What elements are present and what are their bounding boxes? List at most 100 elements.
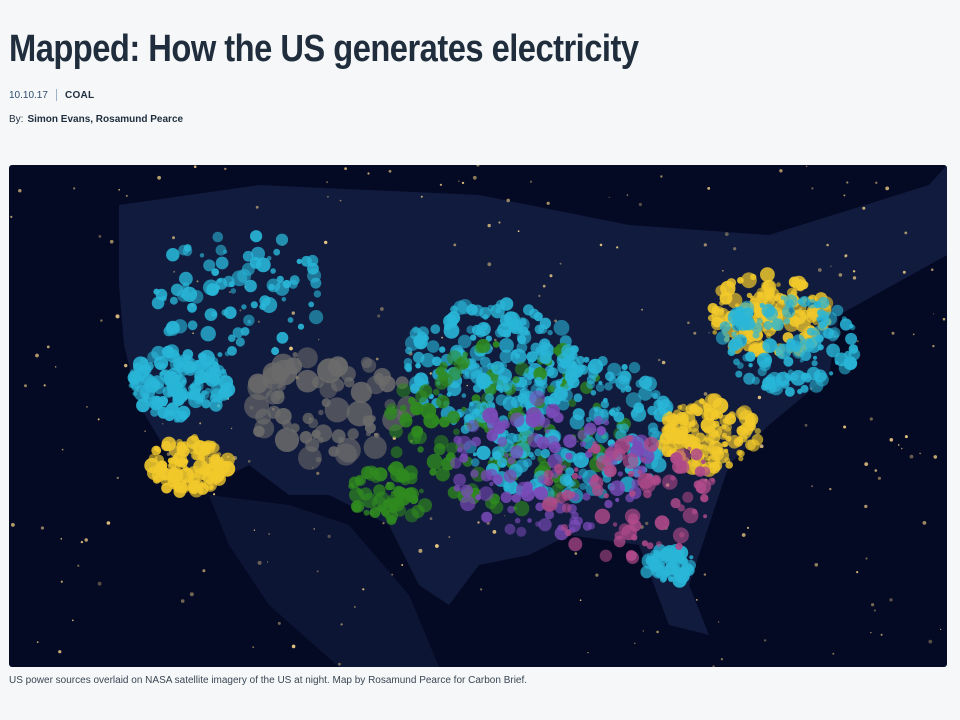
city-light <box>472 175 477 180</box>
city-light <box>255 205 259 209</box>
power-plant-dot <box>745 351 756 362</box>
power-plant-dot <box>178 410 189 421</box>
byline-authors[interactable]: Simon Evans, Rosamund Pearce <box>27 114 184 125</box>
city-light <box>805 165 808 168</box>
power-plant-dot <box>640 565 653 579</box>
city-light <box>933 455 938 459</box>
power-plant-dot <box>128 383 134 388</box>
power-plant-dot <box>743 318 756 331</box>
power-plant-dot <box>789 340 802 353</box>
power-plant-dot <box>508 319 524 335</box>
power-plant-dot <box>168 445 180 457</box>
power-plant-dot <box>166 320 180 335</box>
city-light <box>401 564 404 566</box>
city-light <box>326 195 329 198</box>
power-plant-dot <box>190 391 196 397</box>
city-light <box>435 544 439 548</box>
power-plant-dot <box>432 356 442 367</box>
power-plant-dot <box>355 476 364 486</box>
publish-date: 10.10.17 <box>9 89 48 101</box>
article-meta: 10.10.17 COAL <box>9 89 94 101</box>
power-plant-dot <box>652 476 660 484</box>
power-plant-dot <box>363 509 370 516</box>
power-plant-dot <box>653 399 664 410</box>
power-plant-dot <box>687 446 692 451</box>
power-plant-dot <box>650 549 659 558</box>
city-light <box>889 598 893 602</box>
power-plant-dot <box>215 256 229 270</box>
power-plant-dot <box>418 344 424 349</box>
city-light <box>267 561 269 563</box>
power-plant-dot <box>700 494 709 503</box>
city-light <box>316 570 319 573</box>
power-plant-dot <box>813 330 818 336</box>
power-plant-dot <box>409 401 424 416</box>
power-plant-dot <box>503 469 517 483</box>
power-plant-dot <box>607 362 622 377</box>
power-plant-dot <box>509 412 525 428</box>
power-plant-dot <box>514 517 521 524</box>
power-plant-dot <box>481 511 493 523</box>
power-plant-dot <box>446 442 458 455</box>
power-plant-dot <box>348 483 355 490</box>
city-light <box>720 658 724 661</box>
power-plant-dot <box>242 250 254 262</box>
power-plant-dot <box>275 408 292 425</box>
power-plant-dot <box>677 504 685 512</box>
city-light <box>252 646 255 648</box>
city-light <box>577 440 579 443</box>
power-plant-dot <box>587 522 596 530</box>
power-plant-dot <box>612 522 618 527</box>
power-plant-dot <box>817 344 824 351</box>
city-light <box>817 268 822 272</box>
city-light <box>830 265 832 267</box>
map-image <box>10 165 947 667</box>
city-light <box>60 538 63 540</box>
city-light <box>199 422 202 425</box>
power-plant-dot <box>801 338 815 352</box>
city-light <box>574 552 578 555</box>
power-plant-dot <box>797 388 803 395</box>
power-plant-dot <box>722 441 729 448</box>
power-plant-dot <box>184 358 198 371</box>
city-light <box>874 469 878 472</box>
city-light <box>100 319 103 322</box>
power-plant-dot <box>759 359 771 372</box>
power-plant-dot <box>543 469 554 480</box>
city-light <box>106 521 111 525</box>
power-plant-dot <box>164 344 180 359</box>
city-light <box>599 243 603 247</box>
power-plant-dot <box>476 445 491 460</box>
category-link[interactable]: COAL <box>64 89 95 101</box>
city-light <box>55 366 57 368</box>
power-plant-dot <box>583 356 590 363</box>
power-plant-dot <box>615 497 620 502</box>
power-plant-dot <box>659 562 665 568</box>
power-plant-dot <box>622 453 639 470</box>
power-plant-dot <box>603 419 610 426</box>
power-plant-dot <box>253 425 265 438</box>
power-plant-dot <box>668 576 674 582</box>
power-plant-dot <box>701 459 706 465</box>
power-plant-dot <box>670 498 681 509</box>
power-plant-dot <box>638 386 653 401</box>
power-plant-dot <box>540 417 551 428</box>
power-plant-dot <box>250 301 258 309</box>
power-plant-dot <box>750 295 755 300</box>
power-plant-dot <box>388 461 404 477</box>
power-plant-dot <box>643 489 652 499</box>
power-plant-dot <box>350 381 372 403</box>
power-plant-dot <box>154 446 159 452</box>
city-light <box>638 202 643 207</box>
power-plant-dot <box>215 460 230 475</box>
power-plant-dot <box>208 440 217 449</box>
power-plant-dot <box>492 341 500 348</box>
city-light <box>759 444 764 449</box>
city-light <box>546 201 550 205</box>
city-light <box>494 338 497 342</box>
power-plant-dot <box>296 258 302 264</box>
power-plant-dot <box>661 575 668 582</box>
power-plant-dot <box>183 244 192 252</box>
power-plant-dot <box>768 380 784 396</box>
power-plant-dot <box>749 338 765 353</box>
